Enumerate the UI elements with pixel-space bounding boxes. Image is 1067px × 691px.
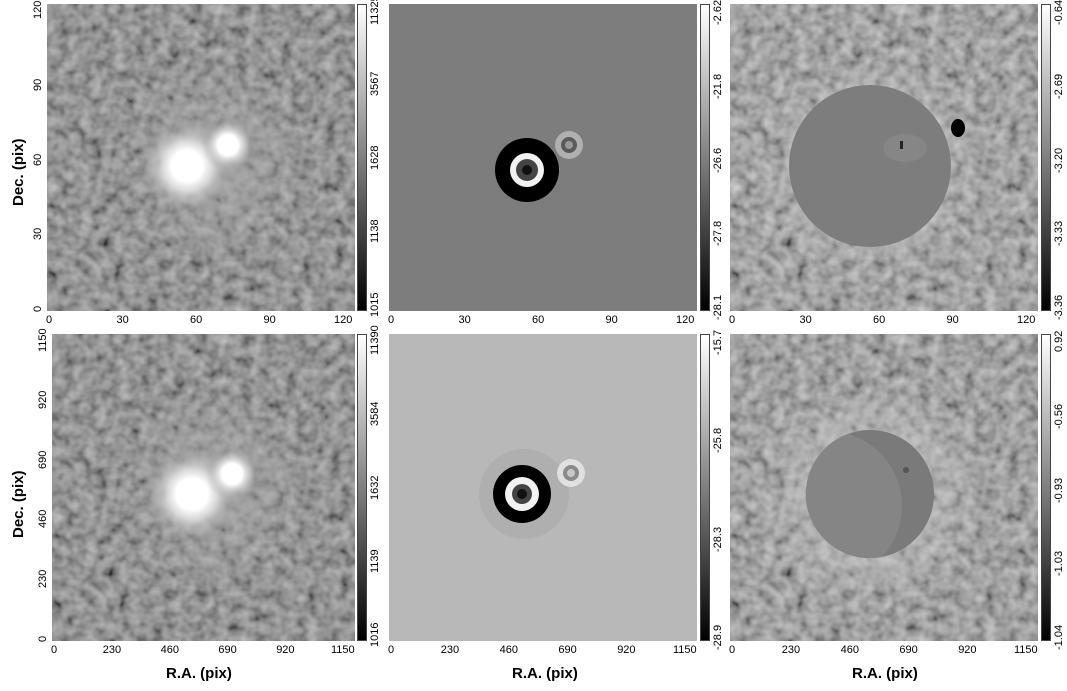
x-axis-label-1: R.A. (pix)	[166, 665, 232, 682]
x-tick-label: 0	[46, 314, 53, 326]
top-residual-colorbar	[700, 4, 710, 311]
x-tick-label: 0	[388, 314, 395, 326]
colorbar-tick-label: -27.8	[712, 221, 724, 247]
colorbar-tick-label: 1632	[369, 475, 381, 500]
colorbar-tick-label: -3.33	[1053, 221, 1065, 247]
x-tick-label: 90	[946, 314, 959, 326]
x-tick-label: 30	[116, 314, 129, 326]
colorbar-tick-label: -0.56	[1053, 403, 1065, 429]
colorbar-tick-label: 1015	[369, 292, 381, 317]
top-residual-panel	[389, 4, 697, 311]
colorbar-tick-label: 1138	[369, 219, 381, 244]
bottom-image-colorbar	[357, 334, 367, 641]
y-tick-label: 60	[32, 153, 44, 166]
x-tick-label: 60	[873, 314, 886, 326]
colorbar-tick-label: 11325	[369, 0, 381, 25]
x-tick-label: 690	[218, 644, 237, 656]
x-tick-label: 460	[160, 644, 179, 656]
x-tick-label: 60	[532, 314, 545, 326]
colorbar-tick-label: -21.8	[712, 73, 724, 99]
x-tick-label: 90	[605, 314, 618, 326]
colorbar-tick-label: -3.36	[1053, 294, 1065, 320]
x-tick-label: 60	[190, 314, 203, 326]
top-y-axis-label: Dec. (pix)	[10, 138, 27, 206]
colorbar-tick-label: -3.20	[1053, 147, 1065, 173]
colorbar-tick-label: -28.1	[712, 294, 724, 320]
bottom-residual-colorbar	[700, 334, 710, 641]
y-tick-label: 30	[32, 228, 44, 241]
colorbar-tick-label: 1628	[369, 145, 381, 170]
y-tick-label: 690	[37, 450, 49, 469]
x-tick-label: 120	[1017, 314, 1036, 326]
top-masked-panel	[730, 4, 1038, 311]
x-tick-label: 460	[499, 644, 518, 656]
x-tick-label: 690	[558, 644, 577, 656]
colorbar-tick-label: -1.04	[1053, 624, 1065, 650]
colorbar-tick-label: 11390	[369, 325, 381, 355]
x-tick-label: 690	[899, 644, 918, 656]
bottom-image-panel	[52, 334, 355, 641]
colorbar-tick-label: -28.3	[712, 526, 724, 552]
y-tick-label: 0	[32, 305, 44, 312]
x-tick-label: 920	[617, 644, 636, 656]
x-tick-label: 90	[263, 314, 276, 326]
y-tick-label: 90	[32, 78, 44, 91]
bottom-y-axis-label: Dec. (pix)	[10, 470, 27, 538]
x-tick-label: 920	[276, 644, 295, 656]
x-tick-label: 230	[440, 644, 460, 656]
x-tick-label: 120	[676, 314, 695, 326]
x-tick-label: 1150	[1014, 644, 1038, 656]
colorbar-tick-label: -25.8	[712, 428, 724, 454]
colorbar-tick-label: -1.03	[1053, 551, 1065, 577]
colorbar-tick-label: -0.93	[1053, 477, 1065, 503]
x-tick-label: 30	[799, 314, 812, 326]
colorbar-tick-label: -2.62	[712, 0, 724, 25]
x-tick-label: 1150	[331, 644, 355, 656]
x-tick-label: 1150	[673, 644, 697, 656]
x-tick-label: 0	[51, 644, 58, 656]
colorbar-tick-label: -28.9	[712, 624, 724, 650]
y-tick-label: 120	[32, 0, 44, 19]
top-masked-colorbar	[1041, 4, 1051, 311]
y-tick-label: 460	[37, 510, 49, 529]
colorbar-tick-label: -0.64	[1053, 0, 1065, 25]
bottom-residual-panel	[389, 334, 697, 641]
x-tick-label: 920	[958, 644, 977, 656]
top-image-colorbar	[357, 4, 367, 311]
x-axis-label-3: R.A. (pix)	[852, 665, 918, 682]
x-tick-label: 30	[458, 314, 471, 326]
colorbar-tick-label: -2.69	[1053, 73, 1065, 99]
x-tick-label: 120	[334, 314, 353, 326]
bottom-masked-panel	[730, 334, 1038, 641]
y-tick-label: 1150	[37, 328, 49, 352]
colorbar-tick-label: 1016	[369, 622, 381, 647]
y-tick-label: 0	[37, 635, 49, 642]
colorbar-tick-label: 3567	[369, 71, 381, 96]
colorbar-tick-label: 1139	[369, 549, 381, 574]
colorbar-tick-label: 0.92	[1053, 330, 1065, 352]
x-tick-label: 230	[781, 644, 801, 656]
x-tick-label: 0	[729, 314, 736, 326]
x-tick-label: 230	[102, 644, 122, 656]
y-tick-label: 920	[37, 390, 49, 409]
colorbar-tick-label: -26.6	[712, 147, 724, 173]
bottom-masked-colorbar	[1041, 334, 1051, 641]
top-image-panel	[47, 4, 355, 311]
x-axis-label-2: R.A. (pix)	[512, 665, 578, 682]
y-tick-label: 230	[37, 569, 49, 589]
colorbar-tick-label: -15.7	[712, 329, 724, 355]
colorbar-tick-label: 3584	[369, 401, 381, 426]
x-tick-label: 460	[840, 644, 859, 656]
x-tick-label: 0	[388, 644, 395, 656]
x-tick-label: 0	[729, 644, 736, 656]
